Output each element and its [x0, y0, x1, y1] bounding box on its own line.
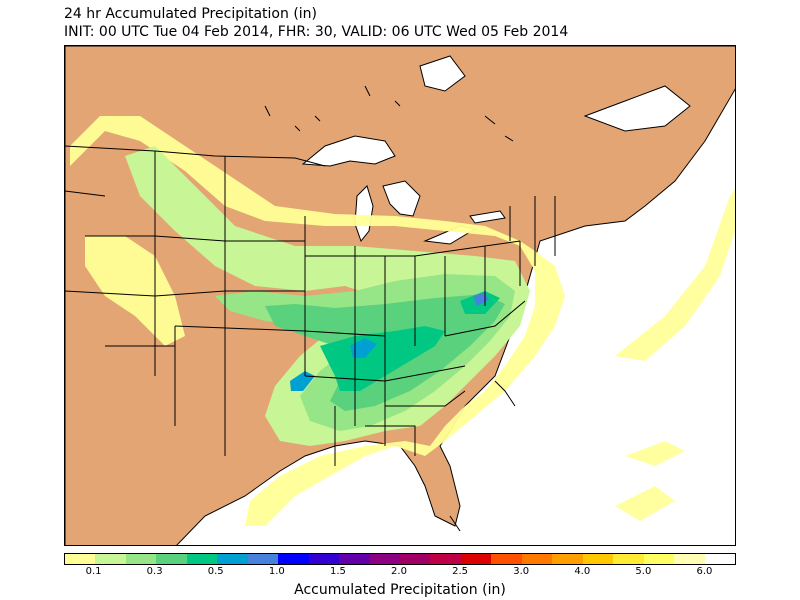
colorbar-swatch: [217, 554, 248, 564]
precip-blue-1: [350, 338, 377, 358]
precip-teal: [320, 326, 445, 391]
colorbar-ticks: 0.1 0.3 0.5 1.0 1.5 2.0 2.5 3.0 4.0 5.0 6.0: [64, 566, 736, 580]
colorbar-swatch: [308, 554, 340, 564]
gulf-of-st-lawrence: [583, 85, 691, 132]
precip-light-atlantic: [615, 188, 735, 361]
colorbar-tick-label: 1.0: [268, 566, 285, 577]
colorbar-swatch: [399, 554, 431, 564]
colorbar-swatch: [521, 554, 553, 564]
colorbar-swatch: [460, 554, 492, 564]
colorbar: [64, 553, 736, 565]
colorbar-swatch: [643, 554, 675, 564]
colorbar-swatch: [369, 554, 400, 564]
colorbar-swatch: [95, 554, 126, 564]
colorbar-swatch: [339, 554, 370, 564]
lake-ontario: [469, 210, 506, 224]
colorbar-tick-label: 0.3: [146, 566, 163, 577]
precipitation-map: [64, 45, 736, 546]
colorbar-tick-label: 4.0: [574, 566, 591, 577]
colorbar-label: Accumulated Precipitation (in): [294, 582, 506, 598]
colorbar-swatch: [552, 554, 583, 564]
colorbar-swatch: [704, 554, 735, 564]
colorbar-tick-label: 2.5: [452, 566, 469, 577]
colorbar-swatch: [613, 554, 644, 564]
colorbar-swatch: [247, 554, 279, 564]
colorbar-swatch: [156, 554, 187, 564]
colorbar-tick-label: 2.0: [391, 566, 407, 577]
colorbar-swatch: [186, 554, 218, 564]
colorbar-swatch: [430, 554, 461, 564]
colorbar-swatch: [65, 554, 96, 564]
chart-title: 24 hr Accumulated Precipitation (in) INI…: [64, 5, 568, 41]
colorbar-swatch: [278, 554, 309, 564]
colorbar-tick-label: 3.0: [513, 566, 530, 577]
colorbar-swatch: [125, 554, 157, 564]
hudson-bay: [419, 55, 466, 92]
precip-light-west: [85, 236, 185, 346]
colorbar-tick-label: 6.0: [696, 566, 713, 577]
colorbar-swatch: [674, 554, 705, 564]
precip-light-atlantic-south: [625, 441, 685, 466]
precip-light-se: [615, 486, 675, 521]
lake-superior: [301, 135, 396, 167]
colorbar-tick-label: 5.0: [635, 566, 652, 577]
political-boundaries: [65, 145, 556, 466]
title-line-1: 24 hr Accumulated Precipitation (in): [64, 6, 318, 22]
colorbar-tick-label: 0.5: [207, 566, 224, 577]
coastline-details: [264, 85, 516, 532]
colorbar-tick-label: 0.1: [85, 566, 102, 577]
title-line-2: INIT: 00 UTC Tue 04 Feb 2014, FHR: 30, V…: [64, 24, 569, 40]
colorbar-tick-label: 1.5: [329, 566, 346, 577]
colorbar-swatch: [491, 554, 522, 564]
colorbar-swatch: [582, 554, 614, 564]
map-svg: [65, 46, 735, 545]
lake-huron: [382, 180, 421, 217]
